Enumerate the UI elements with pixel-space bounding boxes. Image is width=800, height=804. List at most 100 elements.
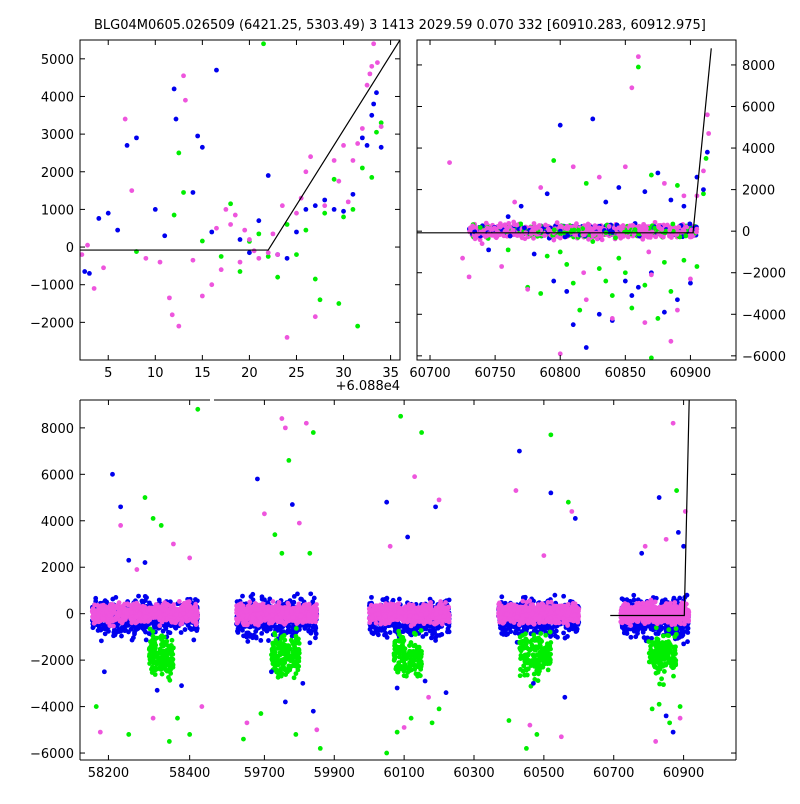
data-point	[167, 678, 172, 683]
y-tick-label: 4000	[41, 90, 74, 105]
data-point	[312, 616, 317, 621]
data-point	[117, 600, 122, 605]
data-point	[157, 615, 162, 620]
data-point	[303, 207, 308, 212]
data-point	[181, 73, 186, 78]
data-point	[238, 269, 243, 274]
data-point	[92, 621, 97, 626]
data-point	[564, 289, 569, 294]
y-tick-label: 0	[742, 225, 750, 240]
data-point	[167, 295, 172, 300]
data-point	[181, 190, 186, 195]
data-point	[172, 213, 177, 218]
data-point	[256, 218, 261, 223]
data-point	[675, 297, 680, 302]
data-point	[577, 308, 582, 313]
data-point	[179, 630, 184, 635]
data-point	[682, 204, 687, 209]
data-point	[294, 252, 299, 257]
data-point	[119, 634, 124, 639]
data-point	[161, 629, 166, 634]
data-point	[129, 610, 134, 615]
data-point	[313, 203, 318, 208]
data-point	[467, 274, 472, 279]
data-point	[351, 192, 356, 197]
data-point	[165, 610, 170, 615]
data-point	[667, 227, 672, 232]
data-point	[132, 602, 137, 607]
data-point	[519, 204, 524, 209]
data-point	[96, 628, 101, 633]
data-point	[195, 134, 200, 139]
data-point	[134, 135, 139, 140]
data-point	[245, 639, 250, 644]
data-point	[292, 644, 297, 649]
data-point	[148, 626, 153, 631]
data-point	[112, 609, 117, 614]
data-point	[447, 160, 452, 165]
data-point	[119, 628, 124, 633]
data-point	[259, 631, 264, 636]
data-point	[240, 628, 245, 633]
data-point	[649, 173, 654, 178]
data-point	[274, 606, 279, 611]
data-point	[385, 635, 390, 640]
data-point	[294, 664, 299, 669]
data-point	[662, 310, 667, 315]
data-point	[484, 221, 489, 226]
data-point	[219, 254, 224, 259]
data-point	[559, 224, 564, 229]
data-point	[282, 666, 287, 671]
data-point	[551, 279, 556, 284]
data-point	[653, 234, 658, 239]
x-tick-label: 5	[104, 366, 112, 381]
data-point	[296, 620, 301, 625]
data-point	[159, 606, 164, 611]
data-point	[351, 207, 356, 212]
tr-model-line	[417, 48, 711, 233]
data-point	[597, 266, 602, 271]
y-tick-label: −2000	[30, 316, 74, 331]
data-point	[241, 621, 246, 626]
data-point	[294, 230, 299, 235]
data-point	[564, 262, 569, 267]
data-point	[285, 256, 290, 261]
data-point	[670, 222, 675, 227]
data-point	[610, 293, 615, 298]
data-point	[240, 614, 245, 619]
data-point	[532, 252, 537, 257]
data-point	[250, 616, 255, 621]
data-point	[303, 169, 308, 174]
data-point	[531, 236, 536, 241]
data-point	[111, 630, 116, 635]
y-tick-label: 2000	[41, 166, 74, 181]
data-point	[687, 221, 692, 226]
data-point	[91, 625, 96, 630]
data-point	[355, 324, 360, 329]
data-point	[170, 312, 175, 317]
y-tick-label: 2000	[742, 184, 775, 199]
data-point	[336, 301, 341, 306]
y-tick-label: 8000	[742, 59, 775, 74]
data-point	[266, 638, 271, 643]
data-point	[118, 619, 123, 624]
data-point	[646, 250, 651, 255]
data-point	[303, 228, 308, 233]
data-point	[171, 607, 176, 612]
data-point	[486, 247, 491, 252]
data-point	[543, 223, 548, 228]
data-point	[140, 624, 145, 629]
data-point	[675, 183, 680, 188]
data-point	[258, 638, 263, 643]
data-point	[228, 222, 233, 227]
data-point	[257, 603, 262, 608]
y-tick-label: −4000	[742, 308, 786, 323]
data-point	[270, 647, 275, 652]
data-point	[172, 87, 177, 92]
x-tick-label: 60700	[409, 366, 450, 381]
data-point	[623, 270, 628, 275]
data-point	[308, 640, 313, 645]
data-point	[176, 151, 181, 156]
data-point	[240, 594, 245, 599]
